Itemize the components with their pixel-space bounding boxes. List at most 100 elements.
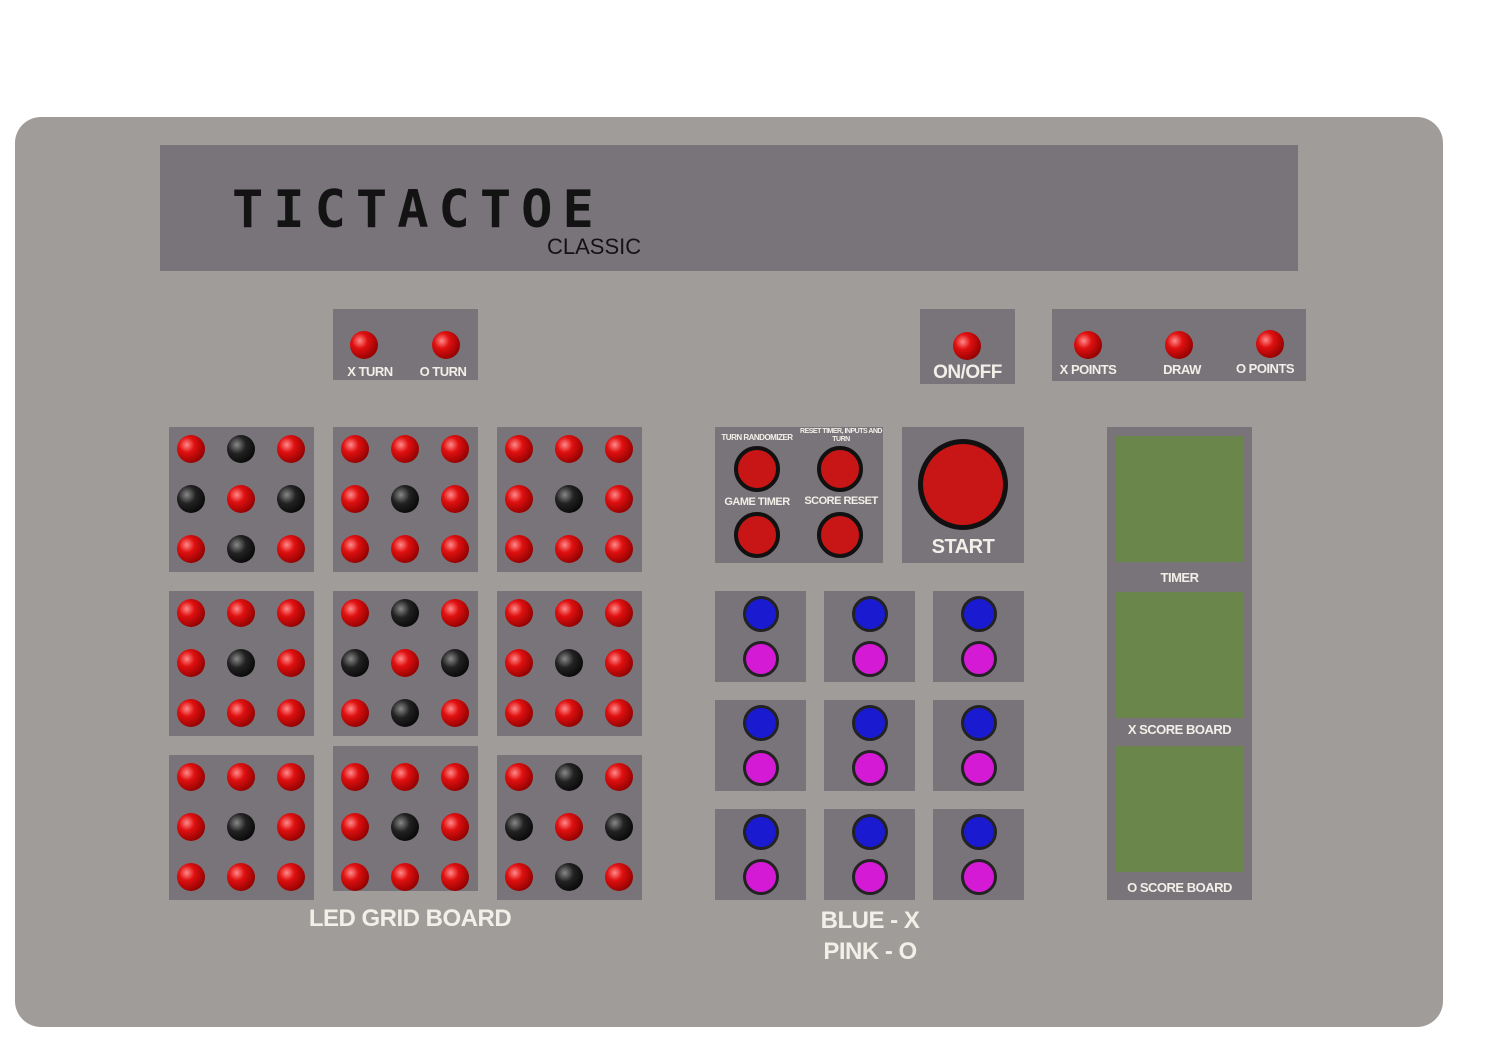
x-turn-label: X TURN: [347, 364, 393, 379]
game-timer-label: GAME TIMER: [724, 496, 790, 508]
draw-label: DRAW: [1163, 362, 1201, 377]
led-on: [391, 535, 419, 563]
o-input-button[interactable]: [961, 750, 997, 786]
x-input-button[interactable]: [743, 705, 779, 741]
x-input-button[interactable]: [961, 814, 997, 850]
led-off: [341, 649, 369, 677]
led-on: [227, 599, 255, 627]
o-input-button[interactable]: [961, 641, 997, 677]
led-on: [277, 699, 305, 727]
led-on: [341, 813, 369, 841]
led-on: [555, 813, 583, 841]
led-on: [605, 485, 633, 513]
led-off: [555, 649, 583, 677]
randomizer-label: TURN RANDOMIZER: [721, 433, 793, 442]
led-on: [277, 649, 305, 677]
led-on: [177, 649, 205, 677]
x-score-label: X SCORE BOARD: [1127, 722, 1232, 737]
x-input-button[interactable]: [743, 596, 779, 632]
led-on: [177, 763, 205, 791]
start-label: START: [931, 536, 995, 558]
led-on: [605, 599, 633, 627]
score-reset-button[interactable]: [817, 512, 863, 558]
led-on: [555, 435, 583, 463]
led-off: [441, 649, 469, 677]
led-on: [177, 435, 205, 463]
o-score-display: [1116, 746, 1243, 872]
o-input-button[interactable]: [743, 641, 779, 677]
led-on: [441, 699, 469, 727]
led-on: [605, 863, 633, 891]
power-led[interactable]: [953, 332, 981, 360]
led-on: [555, 535, 583, 563]
led-on: [341, 435, 369, 463]
led-off: [227, 649, 255, 677]
game-subtitle: CLASSIC: [547, 234, 642, 259]
x-input-button[interactable]: [743, 814, 779, 850]
start-button[interactable]: [918, 439, 1008, 530]
led-grid-label: LED GRID BOARD: [308, 905, 512, 932]
game-timer-button[interactable]: [734, 512, 780, 558]
led-off: [277, 485, 305, 513]
led-on: [505, 485, 533, 513]
led-on: [177, 863, 205, 891]
led-on: [441, 599, 469, 627]
o-input-button[interactable]: [852, 859, 888, 895]
led-on: [177, 813, 205, 841]
led-off: [391, 599, 419, 627]
x-input-button[interactable]: [852, 814, 888, 850]
led-on: [341, 535, 369, 563]
led-off: [177, 485, 205, 513]
x-input-button[interactable]: [961, 596, 997, 632]
led-off: [391, 699, 419, 727]
led-off: [505, 813, 533, 841]
led-on: [227, 763, 255, 791]
o-input-button[interactable]: [743, 750, 779, 786]
led-on: [177, 599, 205, 627]
o-points-label: O POINTS: [1235, 361, 1295, 376]
x-points-led: [1074, 331, 1102, 359]
o-input-button[interactable]: [961, 859, 997, 895]
turn-randomizer-button[interactable]: [734, 446, 780, 492]
led-on: [605, 649, 633, 677]
led-on: [177, 699, 205, 727]
led-on: [555, 699, 583, 727]
led-on: [605, 763, 633, 791]
reset-all-button[interactable]: [817, 446, 863, 492]
led-on: [227, 863, 255, 891]
led-on: [605, 435, 633, 463]
led-on: [505, 699, 533, 727]
led-on: [605, 699, 633, 727]
x-input-button[interactable]: [852, 705, 888, 741]
o-turn-label: O TURN: [419, 364, 467, 379]
led-on: [277, 863, 305, 891]
led-off: [391, 813, 419, 841]
timer-label: TIMER: [1160, 570, 1199, 585]
led-on: [555, 599, 583, 627]
led-off: [391, 485, 419, 513]
o-points-led: [1256, 330, 1284, 358]
led-on: [277, 813, 305, 841]
led-on: [441, 535, 469, 563]
led-on: [441, 435, 469, 463]
o-input-button[interactable]: [743, 859, 779, 895]
led-on: [341, 599, 369, 627]
x-input-button[interactable]: [961, 705, 997, 741]
led-on: [441, 863, 469, 891]
led-off: [605, 813, 633, 841]
o-input-button[interactable]: [852, 750, 888, 786]
led-on: [177, 535, 205, 563]
led-off: [227, 435, 255, 463]
led-on: [505, 599, 533, 627]
o-input-button[interactable]: [852, 641, 888, 677]
x-input-button[interactable]: [852, 596, 888, 632]
led-on: [505, 535, 533, 563]
o-score-label: O SCORE BOARD: [1127, 880, 1232, 895]
led-on: [441, 763, 469, 791]
led-off: [227, 813, 255, 841]
game-title: TICTACTOE: [232, 180, 604, 240]
led-on: [505, 435, 533, 463]
power-label: ON/OFF: [933, 362, 1002, 383]
led-on: [391, 863, 419, 891]
led-on: [227, 699, 255, 727]
